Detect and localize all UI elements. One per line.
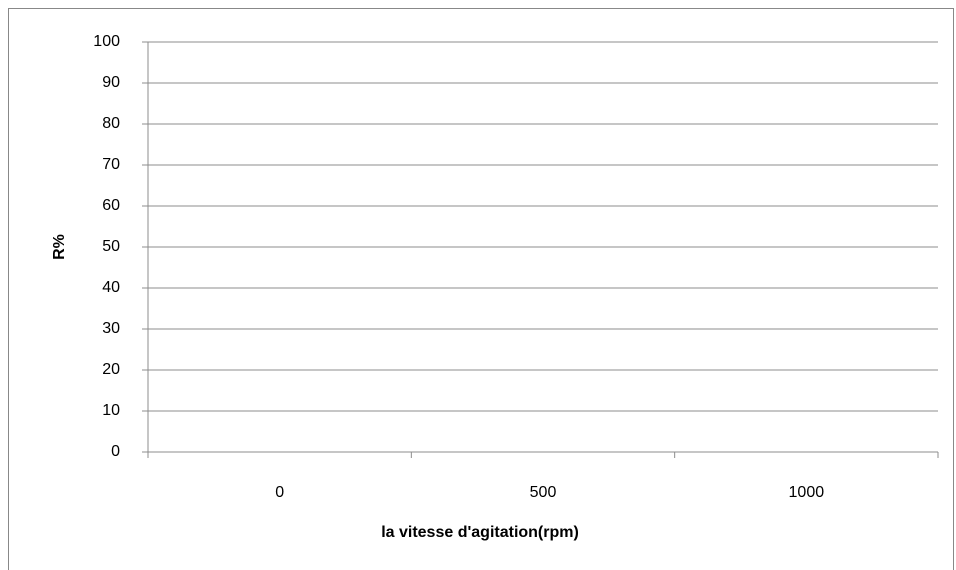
x-tick-label: 500 (530, 484, 557, 501)
y-tick-label: 60 (102, 197, 120, 214)
y-tick-label: 0 (111, 443, 120, 460)
y-tick-label: 70 (102, 156, 120, 173)
y-tick-label: 40 (102, 279, 120, 296)
y-tick-label: 80 (102, 115, 120, 132)
y-tick-label: 50 (102, 238, 120, 255)
y-tick-label: 100 (93, 33, 120, 50)
x-axis-title: la vitesse d'agitation(rpm) (381, 524, 579, 541)
y-tick-label: 20 (102, 361, 120, 378)
x-tick-label: 1000 (789, 484, 825, 501)
y-tick-label: 30 (102, 320, 120, 337)
x-tick-label: 0 (275, 484, 284, 501)
chart-border (8, 8, 954, 570)
y-tick-label: 10 (102, 402, 120, 419)
y-tick-label: 90 (102, 74, 120, 91)
y-axis-title: R% (51, 234, 68, 260)
